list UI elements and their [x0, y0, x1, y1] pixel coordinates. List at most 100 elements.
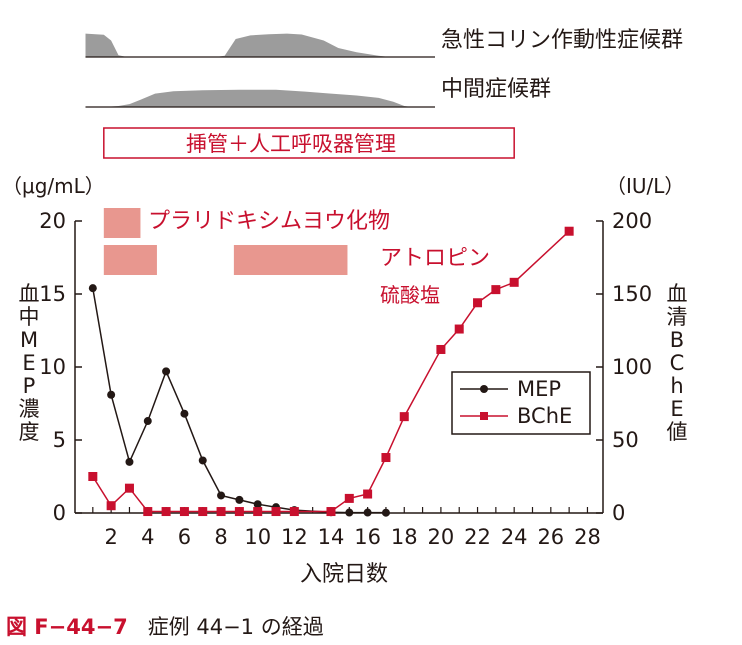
- legend-mep-label: MEP: [517, 377, 561, 401]
- right-axis-label-char: C: [669, 351, 685, 375]
- left-axis-label: 血 中 M E P 濃 度: [16, 283, 42, 444]
- bche-point: [198, 507, 208, 517]
- pralidoxime-bar: [103, 208, 141, 238]
- bche-point: [234, 507, 244, 517]
- mep-point: [180, 409, 189, 418]
- chart-series: [88, 226, 574, 517]
- mep-point: [235, 495, 244, 504]
- treatment-bars: [103, 127, 515, 275]
- atropine-label-line2: 硫酸塩: [380, 283, 440, 307]
- bche-point: [381, 453, 391, 463]
- bche-point: [564, 226, 574, 236]
- legend-bche-label: BChE: [517, 404, 572, 428]
- x-axis-tick-label: 18: [391, 525, 418, 549]
- left-axis-label-char: E: [22, 351, 36, 375]
- bche-point: [143, 507, 153, 517]
- mep-point: [125, 457, 134, 466]
- bche-point: [161, 507, 171, 517]
- bche-point: [399, 412, 409, 422]
- bche-point: [106, 501, 116, 511]
- bche-point: [363, 489, 373, 499]
- right-axis-tick-label: 50: [612, 428, 639, 452]
- mep-point: [162, 367, 171, 376]
- bche-point: [344, 493, 354, 503]
- right-axis-label: 血 清 B C h E 値: [664, 283, 690, 444]
- mep-point: [88, 284, 97, 293]
- mep-point: [143, 417, 152, 426]
- x-axis-label: 入院日数: [300, 562, 389, 587]
- bche-point: [179, 507, 189, 517]
- legend-mep-marker: [480, 385, 488, 393]
- right-axis-label-char: E: [670, 397, 684, 421]
- bche-point: [454, 324, 464, 334]
- right-axis-label-char: B: [669, 328, 685, 352]
- mep-point: [363, 508, 372, 517]
- bche-point: [436, 344, 446, 354]
- left-axis-tick-label: 15: [39, 282, 66, 306]
- mep-point: [381, 508, 390, 517]
- x-axis-tick-label: 4: [141, 525, 154, 549]
- bche-point: [216, 507, 226, 517]
- bche-point: [253, 507, 263, 517]
- x-axis-tick-label: 16: [354, 525, 381, 549]
- intermediate-syndrome-profile: [85, 89, 412, 107]
- intermediate-syndrome-label: 中間症候群: [441, 77, 552, 102]
- bche-point: [509, 277, 519, 287]
- x-axis-tick-label: 22: [464, 525, 491, 549]
- x-axis-tick-label: 12: [281, 525, 308, 549]
- cholinergic-syndrome-profile: [85, 33, 390, 57]
- right-axis-label-char: h: [670, 374, 684, 398]
- bche-point: [473, 298, 483, 308]
- left-axis-unit: （μg/mL）: [2, 174, 105, 198]
- right-axis-unit: （IU/L）: [606, 174, 685, 198]
- bche-point: [271, 507, 281, 517]
- x-axis-tick-label: 26: [537, 525, 564, 549]
- bche-point: [124, 483, 134, 493]
- cholinergic-syndrome-label: 急性コリン作動性症候群: [441, 28, 684, 53]
- right-axis-label-char: 値: [666, 420, 688, 444]
- left-axis-label-char: 中: [18, 305, 40, 329]
- x-axis-tick-label: 10: [244, 525, 271, 549]
- left-axis-tick-label: 20: [39, 209, 66, 233]
- x-axis-tick-label: 8: [214, 525, 227, 549]
- x-axis-tick-label: 6: [178, 525, 191, 549]
- bche-point: [88, 472, 98, 481]
- legend-box: [451, 371, 591, 435]
- mep-point: [107, 390, 116, 399]
- right-axis-label-char: 清: [666, 305, 688, 329]
- figure-title: 症例 44−1 の経過: [147, 615, 324, 639]
- bche-point: [326, 507, 336, 517]
- left-axis-label-char: M: [19, 328, 39, 352]
- pralidoxime-label: プラリドキシムヨウ化物: [148, 209, 391, 234]
- legend-bche-marker: [480, 412, 488, 420]
- left-axis-label-char: 濃: [18, 397, 40, 421]
- atropine-label: アトロピン: [380, 246, 491, 271]
- ventilation-label: 挿管＋人工呼吸器管理: [186, 132, 396, 156]
- chart-legend: MEP BChE: [451, 371, 591, 435]
- x-axis-tick-label: 28: [574, 525, 601, 549]
- left-axis-tick-label: 0: [53, 501, 66, 525]
- left-axis-label-char: P: [22, 374, 36, 398]
- right-axis-label-char: 血: [666, 282, 688, 306]
- x-axis-tick-label: 24: [501, 525, 528, 549]
- right-axis-tick-label: 100: [612, 355, 652, 379]
- mep-line: [92, 288, 386, 514]
- right-axis-tick-label: 0: [612, 501, 625, 525]
- figure-caption: 図 F−44−7 症例 44−1 の経過: [6, 611, 324, 641]
- left-axis-tick-label: 10: [39, 355, 66, 379]
- x-axis-tick-label: 14: [318, 525, 345, 549]
- right-axis-tick-label: 200: [612, 209, 652, 233]
- left-axis-label-char: 度: [18, 420, 40, 444]
- x-axis-tick-label: 2: [104, 525, 117, 549]
- mep-point: [253, 500, 262, 509]
- bche-point: [289, 507, 299, 517]
- mep-point: [198, 456, 207, 465]
- ventilation-box: [103, 127, 515, 159]
- mep-point: [217, 491, 226, 500]
- pralidoxime-bar: [103, 245, 157, 275]
- left-axis-label-char: 血: [18, 282, 40, 306]
- bche-point: [491, 285, 501, 295]
- right-axis-tick-label: 150: [612, 282, 652, 306]
